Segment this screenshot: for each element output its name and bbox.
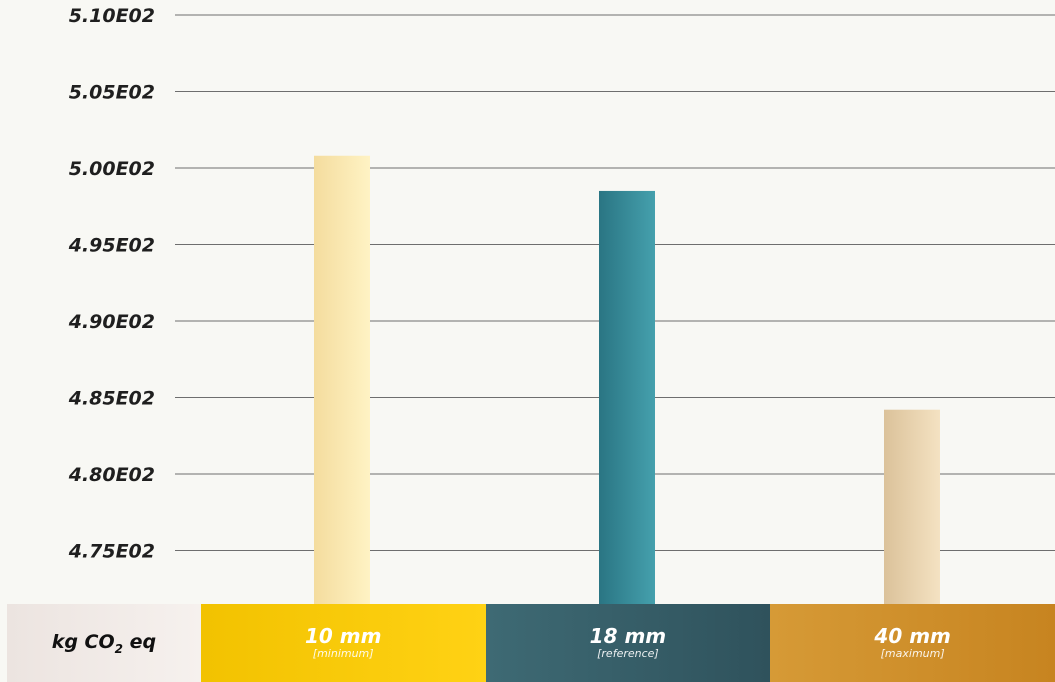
category-label: 10 mm (304, 624, 382, 648)
category-note: [reference] (597, 647, 659, 660)
category-note: [maximum] (880, 647, 945, 660)
unit-label-text: kg CO (51, 630, 115, 653)
y-tick-label: 5.10E02 (69, 5, 155, 27)
category-cell-18mm: 18 mm [reference] (485, 604, 771, 682)
y-tick-label: 5.00E02 (69, 158, 155, 180)
y-tick-label: 4.95E02 (68, 234, 155, 256)
category-cell-10mm: 10 mm [minimum] (200, 604, 486, 682)
category-cell-40mm: 40 mm [maximum] (770, 604, 1055, 682)
y-tick-label: 4.90E02 (68, 311, 155, 333)
unit-suffix: eq (123, 630, 157, 653)
y-axis-ticks: 4.75E02 4.80E02 4.85E02 4.90E02 4.95E02 5.00E… (68, 5, 155, 562)
bar-chart: 4.75E02 4.80E02 4.85E02 4.90E02 4.95E02 5.00E… (68, 5, 1055, 604)
category-note: [minimum] (312, 647, 374, 660)
bar-10mm (314, 155, 370, 604)
y-tick-label: 4.80E02 (68, 464, 155, 486)
bar-18mm (599, 190, 655, 604)
category-axis: kg CO2 eq 10 mm [minimum] 18 mm [referen… (7, 604, 1055, 682)
unit-label: kg CO2 eq (7, 604, 201, 682)
unit-subscript: 2 (114, 641, 123, 656)
category-label: 18 mm (589, 624, 667, 648)
y-tick-label: 5.05E02 (69, 81, 155, 103)
bar-40mm (884, 409, 940, 604)
y-tick-label: 4.75E02 (68, 540, 155, 562)
category-label: 40 mm (874, 624, 951, 648)
y-tick-label: 4.85E02 (68, 387, 155, 409)
bars (314, 155, 940, 604)
